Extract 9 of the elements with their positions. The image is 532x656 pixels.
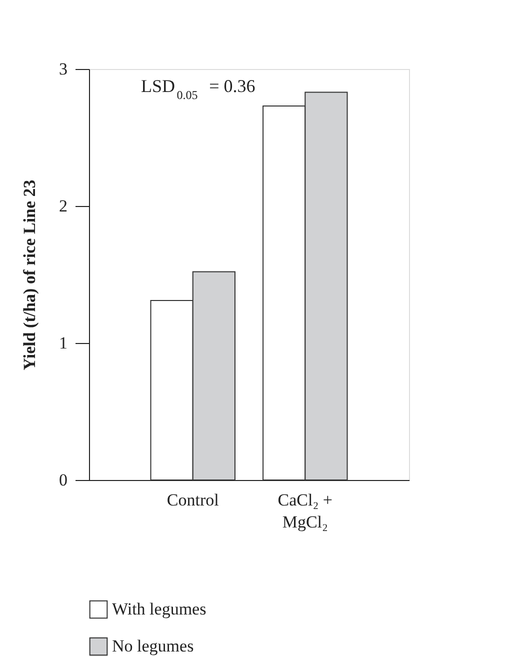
legend-label: No legumes (112, 636, 194, 656)
y-tick-label: 2 (59, 196, 68, 216)
y-tick-label: 0 (59, 470, 68, 490)
x-tick-label: CaCl₂ + MgCl₂ (278, 490, 332, 532)
y-tick-label: 1 (59, 334, 68, 352)
y-tick-label: 3 (59, 60, 68, 78)
legend-label: With legumes (112, 600, 206, 618)
y-axis-title: Yield (t/ha) of rice Line 23 (20, 180, 39, 370)
x-tick-label: Control (166, 490, 220, 510)
